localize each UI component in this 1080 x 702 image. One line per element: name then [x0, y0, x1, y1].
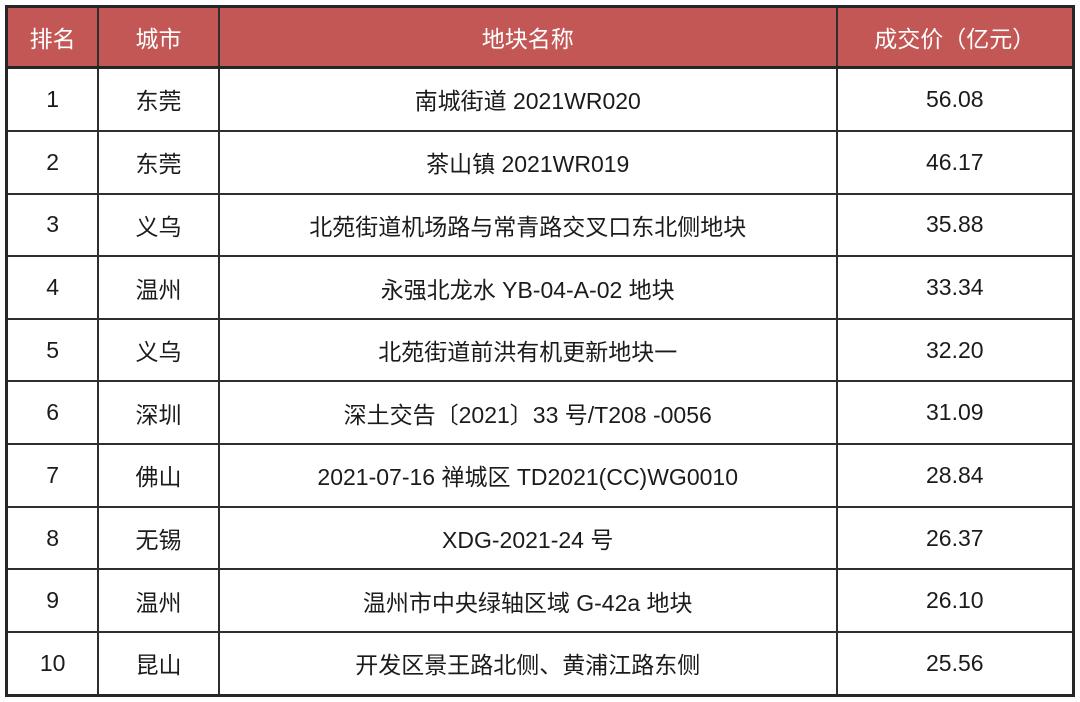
cell-parcel: 北苑街道前洪有机更新地块一: [217, 317, 838, 383]
cell-rank: 10: [5, 630, 100, 697]
cell-city: 佛山: [97, 443, 220, 508]
cell-rank: 3: [5, 192, 100, 258]
table-row: 1 东莞 南城街道 2021WR020 56.08: [5, 66, 1075, 132]
cell-parcel: 永强北龙水 YB-04-A-02 地块: [217, 255, 838, 320]
cell-parcel: 北苑街道机场路与常青路交叉口东北侧地块: [217, 192, 838, 258]
cell-parcel: XDG-2021-24 号: [217, 505, 838, 571]
column-header-parcel: 地块名称: [217, 5, 838, 69]
column-header-rank: 排名: [5, 5, 100, 69]
table-row: 7 佛山 2021-07-16 禅城区 TD2021(CC)WG0010 28.84: [5, 443, 1075, 508]
table-row: 2 东莞 茶山镇 2021WR019 46.17: [5, 129, 1075, 195]
cell-parcel: 开发区景王路北侧、黄浦江路东侧: [217, 630, 838, 697]
table-row: 10 昆山 开发区景王路北侧、黄浦江路东侧 25.56: [5, 630, 1075, 697]
cell-price: 35.88: [835, 192, 1075, 258]
cell-rank: 2: [5, 129, 100, 195]
cell-price: 33.34: [835, 255, 1075, 320]
column-header-price: 成交价（亿元）: [835, 5, 1075, 69]
cell-rank: 4: [5, 255, 100, 320]
cell-city: 深圳: [97, 380, 220, 446]
cell-city: 温州: [97, 568, 220, 633]
land-price-table: 排名 城市 地块名称 成交价（亿元） 1 东莞 南城街道 2021WR020 56.08 2 东…: [5, 5, 1075, 697]
cell-rank: 1: [5, 66, 100, 132]
table-row: 6 深圳 深土交告〔2021〕33 号/T208 -0056 31.09: [5, 380, 1075, 446]
cell-price: 25.56: [835, 630, 1075, 697]
cell-city: 义乌: [97, 317, 220, 383]
table-row: 4 温州 永强北龙水 YB-04-A-02 地块 33.34: [5, 255, 1075, 320]
cell-city: 昆山: [97, 630, 220, 697]
cell-rank: 8: [5, 505, 100, 571]
table-row: 8 无锡 XDG-2021-24 号 26.37: [5, 505, 1075, 571]
table-row: 9 温州 温州市中央绿轴区域 G-42a 地块 26.10: [5, 568, 1075, 633]
cell-rank: 5: [5, 317, 100, 383]
cell-parcel: 深土交告〔2021〕33 号/T208 -0056: [217, 380, 838, 446]
cell-parcel: 温州市中央绿轴区域 G-42a 地块: [217, 568, 838, 633]
cell-city: 温州: [97, 255, 220, 320]
table-row: 5 义乌 北苑街道前洪有机更新地块一 32.20: [5, 317, 1075, 383]
cell-rank: 7: [5, 443, 100, 508]
cell-price: 26.37: [835, 505, 1075, 571]
cell-city: 义乌: [97, 192, 220, 258]
header-row: 排名 城市 地块名称 成交价（亿元）: [5, 5, 1075, 69]
column-header-city: 城市: [97, 5, 220, 69]
cell-parcel: 南城街道 2021WR020: [217, 66, 838, 132]
cell-city: 东莞: [97, 66, 220, 132]
cell-rank: 9: [5, 568, 100, 633]
cell-city: 东莞: [97, 129, 220, 195]
cell-price: 56.08: [835, 66, 1075, 132]
cell-price: 28.84: [835, 443, 1075, 508]
cell-rank: 6: [5, 380, 100, 446]
cell-price: 32.20: [835, 317, 1075, 383]
table-row: 3 义乌 北苑街道机场路与常青路交叉口东北侧地块 35.88: [5, 192, 1075, 258]
cell-price: 26.10: [835, 568, 1075, 633]
cell-parcel: 茶山镇 2021WR019: [217, 129, 838, 195]
cell-price: 31.09: [835, 380, 1075, 446]
cell-parcel: 2021-07-16 禅城区 TD2021(CC)WG0010: [217, 443, 838, 508]
table-body: 1 东莞 南城街道 2021WR020 56.08 2 东莞 茶山镇 2021WR019 46…: [5, 66, 1075, 697]
cell-price: 46.17: [835, 129, 1075, 195]
cell-city: 无锡: [97, 505, 220, 571]
